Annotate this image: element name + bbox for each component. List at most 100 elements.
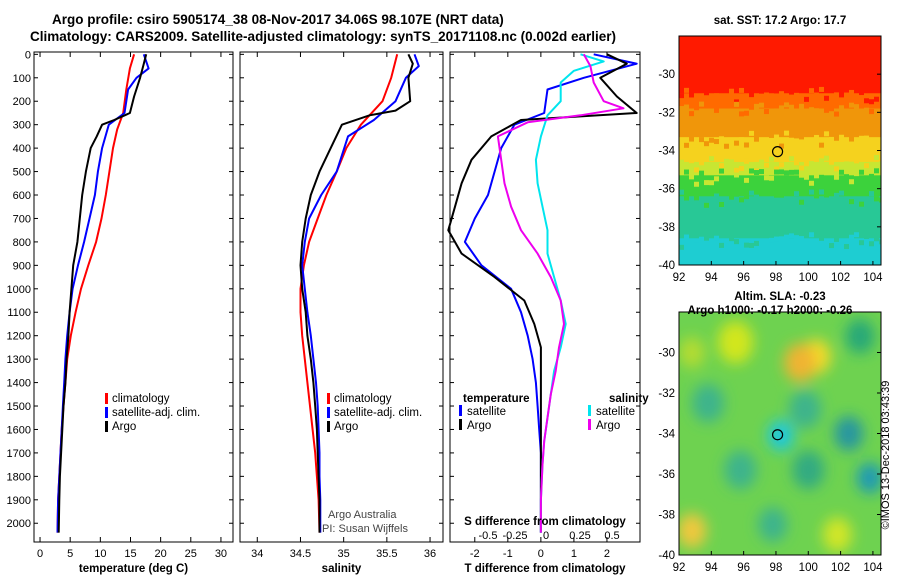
map-1-xtick-label: 104 [863,562,883,574]
map-0-ytick-label: -32 [658,107,675,119]
sst-pixel [814,232,819,238]
legend-0-label-2: Argo [112,421,136,433]
sst-pixel [689,136,694,142]
sst-pixel [714,176,719,182]
panel-0-xtick-label: 20 [155,548,167,560]
sst-pixel [789,132,794,138]
sst-pixel [874,196,879,202]
sst-pixel [739,176,744,182]
sst-pixel [739,137,744,143]
diff-legend-argo-s-swatch [588,419,591,430]
legend-0-swatch-1 [105,407,108,418]
sst-pixel [869,241,874,247]
depth-tick-label: 200 [13,96,31,108]
temperature-series-2 [57,54,148,533]
sst-pixel [709,137,714,143]
sst-pixel [764,139,769,145]
sst-pixel [864,135,869,141]
sst-pixel [834,192,839,198]
depth-tick-label: 300 [13,120,31,132]
depth-tick-label: 1300 [7,354,31,366]
sst-pixel [819,158,824,164]
sla-blob-12 [679,513,707,549]
map-1-xtick-label: 94 [705,562,718,574]
sst-pixel [849,89,854,95]
sst-pixel [859,135,864,141]
panel-2-xtick-label: 2 [604,548,610,560]
sla-blob-11 [792,450,825,490]
sst-pixel [724,143,729,149]
sst-pixel [784,130,789,136]
sst-pixel [789,156,794,162]
sst-pixel [724,94,729,100]
sst-pixel [749,130,754,136]
sst-pixel [829,99,834,105]
panel-1-xtick-label: 35.5 [376,548,397,560]
sla-blob-2 [784,343,817,383]
sst-pixel [779,162,784,168]
sst-pixel [874,96,879,102]
sst-pixel [699,236,704,242]
sst-pixel [714,107,719,113]
sst-pixel [849,234,854,240]
sst-pixel [879,161,881,167]
sst-pixel [704,141,709,147]
sst-pixel [684,234,689,240]
sst-pixel [739,197,744,203]
sla-map-title: Altim. SLA: -0.23 [734,291,825,303]
sst-pixel [759,169,764,175]
panel-1-frame [239,51,444,543]
sst-pixel [719,163,724,169]
map-0-xtick-label: 98 [770,272,783,284]
sst-pixel [879,103,881,109]
sst-pixel [719,109,724,115]
map-1-ytick-label: -34 [658,429,675,441]
sst-pixel [694,105,699,111]
sst-pixel [729,139,734,145]
sst-pixel [734,191,739,197]
sla-blob-7 [834,416,864,451]
sst-pixel [844,244,849,250]
depth-tick-label: 100 [13,73,31,85]
panel-2-frame [449,51,641,543]
depth-tick-label: 800 [13,237,31,249]
sst-pixel [764,189,769,195]
diff-legend-sat-s-label: satellite [596,406,635,418]
sst-pixel [804,198,809,204]
sst-pixel [744,177,749,183]
sst-pixel [724,103,729,109]
sst-pixel [874,236,879,242]
depth-tick-label: 1600 [7,424,31,436]
sst-pixel [844,102,849,108]
sst-pixel [869,99,874,105]
sst-pixel [774,169,779,175]
sst-pixel [749,104,754,110]
sst-pixel [849,136,854,142]
sst-pixel [729,194,734,200]
diff-legend-argo-t-swatch [459,419,462,430]
sst-argo-marker [771,146,784,158]
sst-pixel [844,189,849,195]
sst-pixel [779,91,784,97]
sst-pixel [714,93,719,99]
sst-pixel [834,111,839,117]
panel-0-xtick-label: 5 [67,548,73,560]
sla-blob-9 [724,450,757,490]
sst-pixel [794,191,799,197]
sst-pixel [784,198,789,204]
sst-pixel [814,167,819,173]
sst-pixel [799,134,804,140]
sst-pixel [799,236,804,242]
sst-pixel [769,237,774,243]
map-0-ytick-label: -36 [658,184,675,196]
sst-pixel [879,239,881,245]
title-line-1: Argo profile: csiro 5905174_38 08-Nov-20… [52,12,504,27]
sst-pixel [754,95,759,101]
panel-2-xtick-label: -2 [470,548,480,560]
sst-pixel [844,130,849,136]
sst-pixel [859,201,864,207]
sst-pixel [794,112,799,118]
sst-pixel [764,245,769,251]
panel-0-xtick-label: 25 [185,548,197,560]
sst-pixel [759,139,764,145]
